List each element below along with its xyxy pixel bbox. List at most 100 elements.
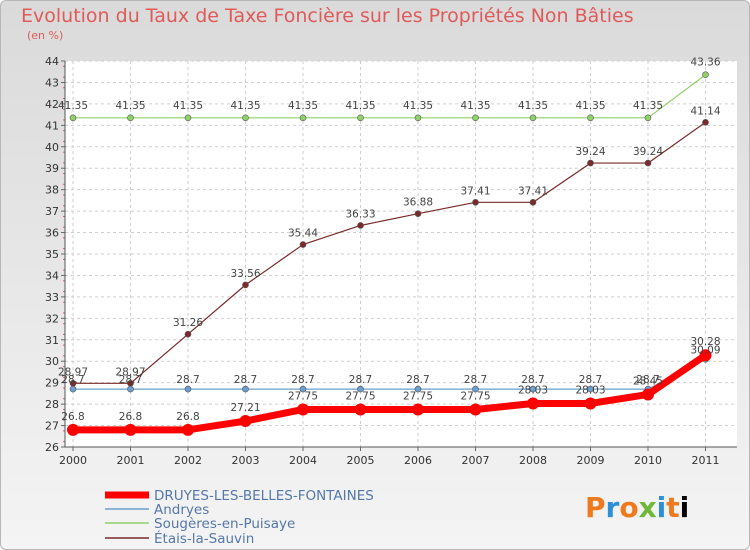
data-point (529, 114, 537, 122)
legend-label: Étais-la-Sauvin (154, 530, 254, 547)
data-point (127, 385, 134, 393)
chart-title: Evolution du Taux de Taxe Foncière sur l… (21, 5, 634, 27)
data-point (414, 210, 422, 217)
data-point (527, 397, 539, 410)
data-point (529, 385, 537, 393)
data-label: 30.09 (690, 344, 720, 356)
legend-label: Sougères-en-Puisaye (154, 516, 295, 532)
y-tick-label: 32 (45, 312, 59, 325)
data-point (469, 403, 482, 416)
data-label: 41.14 (690, 105, 720, 117)
data-label: 28.7 (234, 374, 257, 386)
data-label: 27.75 (403, 390, 433, 402)
data-point (242, 281, 249, 289)
data-point (702, 71, 709, 79)
data-label: 28.7 (349, 374, 372, 386)
series-line-2 (72, 74, 707, 119)
data-point (357, 385, 364, 393)
legend-label: Andryes (154, 502, 209, 518)
data-point (184, 114, 192, 122)
y-tick-label: 44 (45, 55, 59, 68)
data-label: 28.7 (61, 374, 84, 386)
data-label: 27.21 (230, 402, 260, 414)
data-point (354, 403, 367, 416)
data-label: 27.75 (345, 390, 375, 402)
data-label: 28.7 (119, 374, 142, 386)
unit-label: (en %) (27, 29, 64, 42)
data-point (584, 397, 597, 410)
series-line-1 (72, 358, 707, 390)
data-label: 41.35 (518, 100, 548, 112)
legend-label: DRUYES-LES-BELLES-FONTAINES (154, 488, 374, 504)
data-point (472, 114, 479, 122)
data-label: 37.41 (518, 185, 548, 197)
data-label: 39.24 (633, 146, 663, 158)
x-tick-label: 2005 (347, 454, 375, 467)
data-label: 41.35 (173, 100, 203, 112)
x-tick-label: 2010 (634, 454, 662, 467)
data-label: 28.03 (575, 384, 605, 396)
data-point (587, 114, 594, 122)
x-tick-label: 2002 (174, 454, 202, 467)
x-tick-label: 2007 (462, 454, 490, 467)
data-label: 28.7 (406, 374, 429, 386)
data-point (297, 403, 309, 416)
data-point (127, 114, 134, 122)
y-tick-label: 33 (45, 291, 59, 304)
data-point (299, 241, 307, 248)
y-tick-label: 34 (45, 269, 59, 282)
data-label: 41.35 (345, 100, 375, 112)
series-line-0 (69, 351, 709, 434)
x-tick-label: 2001 (117, 454, 145, 467)
data-point (472, 385, 479, 393)
y-tick-label: 35 (45, 248, 59, 261)
y-tick-label: 39 (45, 162, 59, 175)
y-tick-label: 29 (45, 377, 59, 390)
y-tick-label: 31 (45, 334, 59, 347)
y-tick-label: 38 (45, 184, 59, 197)
data-point (644, 159, 652, 167)
data-point (644, 114, 652, 122)
data-label: 36.33 (345, 208, 375, 220)
data-label: 41.35 (58, 100, 88, 112)
data-label: 28.7 (636, 374, 659, 386)
data-label: 26.8 (119, 411, 142, 423)
data-label: 28.97 (58, 366, 88, 378)
data-point (414, 385, 422, 393)
data-label: 33.56 (230, 268, 260, 280)
data-label: 28.7 (521, 374, 544, 386)
data-label: 41.35 (115, 100, 145, 112)
data-point (529, 199, 537, 206)
data-point (184, 385, 192, 393)
data-label: 26.8 (61, 411, 84, 423)
y-tick-label: 36 (45, 227, 59, 240)
x-tick-label: 2006 (404, 454, 432, 467)
data-label: 28.97 (115, 366, 145, 378)
data-point (699, 349, 712, 362)
y-tick-label: 27 (45, 420, 59, 433)
data-point (357, 114, 364, 122)
data-point (412, 403, 424, 416)
data-point (299, 385, 307, 393)
data-label: 39.24 (575, 146, 605, 158)
y-tick-label: 26 (45, 441, 59, 454)
y-tick-label: 40 (45, 141, 59, 154)
data-point (182, 423, 194, 436)
data-label: 27.75 (288, 390, 318, 402)
data-point (587, 159, 594, 167)
series-line-3 (72, 121, 707, 384)
data-label: 36.88 (403, 197, 433, 209)
x-tick-label: 2000 (59, 454, 87, 467)
data-label: 30.28 (690, 336, 720, 348)
data-point (69, 385, 77, 393)
y-tick-label: 42 (45, 98, 59, 111)
data-label: 28.45 (633, 375, 663, 387)
data-point (642, 388, 654, 401)
data-point (69, 114, 77, 122)
x-tick-label: 2008 (519, 454, 547, 467)
data-point (67, 423, 79, 436)
data-point (357, 222, 364, 229)
data-label: 35.44 (288, 228, 318, 240)
